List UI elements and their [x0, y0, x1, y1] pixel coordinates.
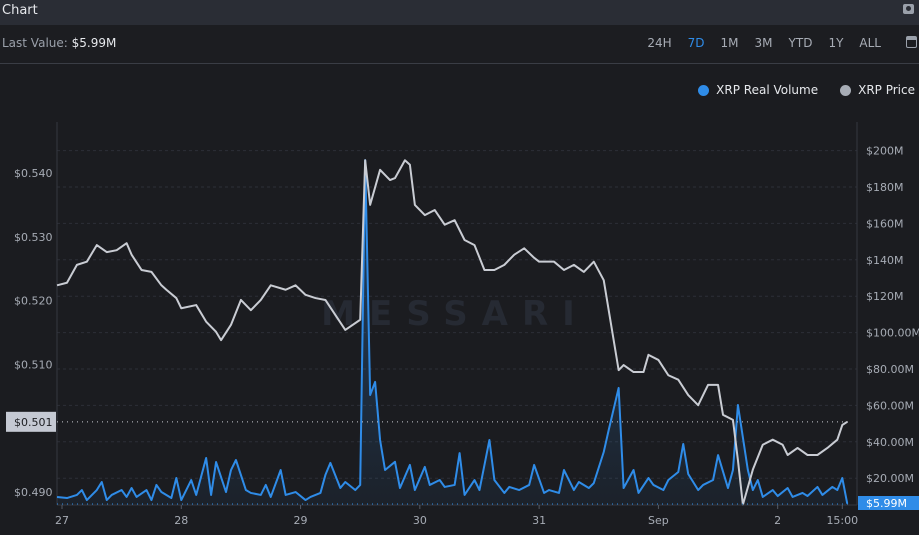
chart-header: Chart [0, 0, 919, 25]
legend-dot-volume [698, 84, 710, 96]
range-1y[interactable]: 1Y [828, 36, 844, 50]
legend-item-volume[interactable]: XRP Real Volume [698, 83, 818, 97]
range-24h[interactable]: 24H [647, 36, 672, 50]
right-tick-label: $20.00M [866, 472, 914, 485]
right-tick-label: $100.00M [866, 327, 919, 340]
range-1m[interactable]: 1M [720, 36, 739, 50]
right-tick-label: $80.00M [866, 363, 914, 376]
right-tick-label: $160M [866, 217, 904, 230]
chart-title: Chart [2, 3, 38, 18]
legend-dot-price [840, 84, 852, 96]
camera-icon[interactable] [903, 4, 914, 14]
price-crosshair-label: $0.501 [14, 416, 53, 429]
right-tick-label: $120M [866, 290, 904, 303]
price-crosshair-badge [6, 411, 56, 432]
last-value-amount: $5.99M [71, 36, 117, 50]
range-all[interactable]: ALL [859, 36, 881, 50]
left-tick-label: $0.530 [14, 231, 53, 244]
range-ytd[interactable]: YTD [788, 36, 813, 50]
x-tick-label: Sep [648, 514, 669, 527]
calendar-icon[interactable] [906, 36, 917, 48]
x-tick-label: 29 [294, 514, 308, 527]
last-value: Last Value: $5.99M [2, 36, 116, 50]
range-7d[interactable]: 7D [687, 36, 705, 50]
x-tick-label: 30 [413, 514, 427, 527]
right-tick-label: $60.00M [866, 399, 914, 412]
legend-label-volume: XRP Real Volume [716, 83, 819, 97]
chart-legend: XRP Real Volume XRP Price [698, 83, 915, 97]
x-tick-label: 27 [55, 514, 69, 527]
right-tick-label: $200M [866, 145, 904, 158]
volume-line [56, 159, 849, 504]
price-line [56, 159, 848, 506]
right-tick-label: $180M [866, 181, 904, 194]
right-tick-label: $140M [866, 254, 904, 267]
legend-item-price[interactable]: XRP Price [840, 83, 915, 97]
x-tick-label: 28 [174, 514, 188, 527]
range-3m[interactable]: 3M [754, 36, 773, 50]
x-tick-label: 31 [532, 514, 546, 527]
left-tick-label: $0.510 [14, 358, 53, 371]
volume-last-label: $5.99M [866, 497, 907, 510]
x-tick-label: 2 [774, 514, 781, 527]
left-tick-label: $0.540 [14, 167, 53, 180]
left-tick-label: $0.520 [14, 295, 53, 308]
range-selector: 24H 7D 1M 3M YTD 1Y ALL [639, 36, 889, 50]
volume-last-badge [858, 496, 919, 510]
legend-label-price: XRP Price [858, 83, 915, 97]
last-value-label: Last Value: [2, 36, 68, 50]
right-tick-label: $40.00M [866, 436, 914, 449]
chart-toolbar: Last Value: $5.99M 24H 7D 1M 3M YTD 1Y A… [0, 25, 919, 64]
x-tick-label: 15:00 [826, 514, 858, 527]
left-tick-label: $0.490 [14, 486, 53, 499]
